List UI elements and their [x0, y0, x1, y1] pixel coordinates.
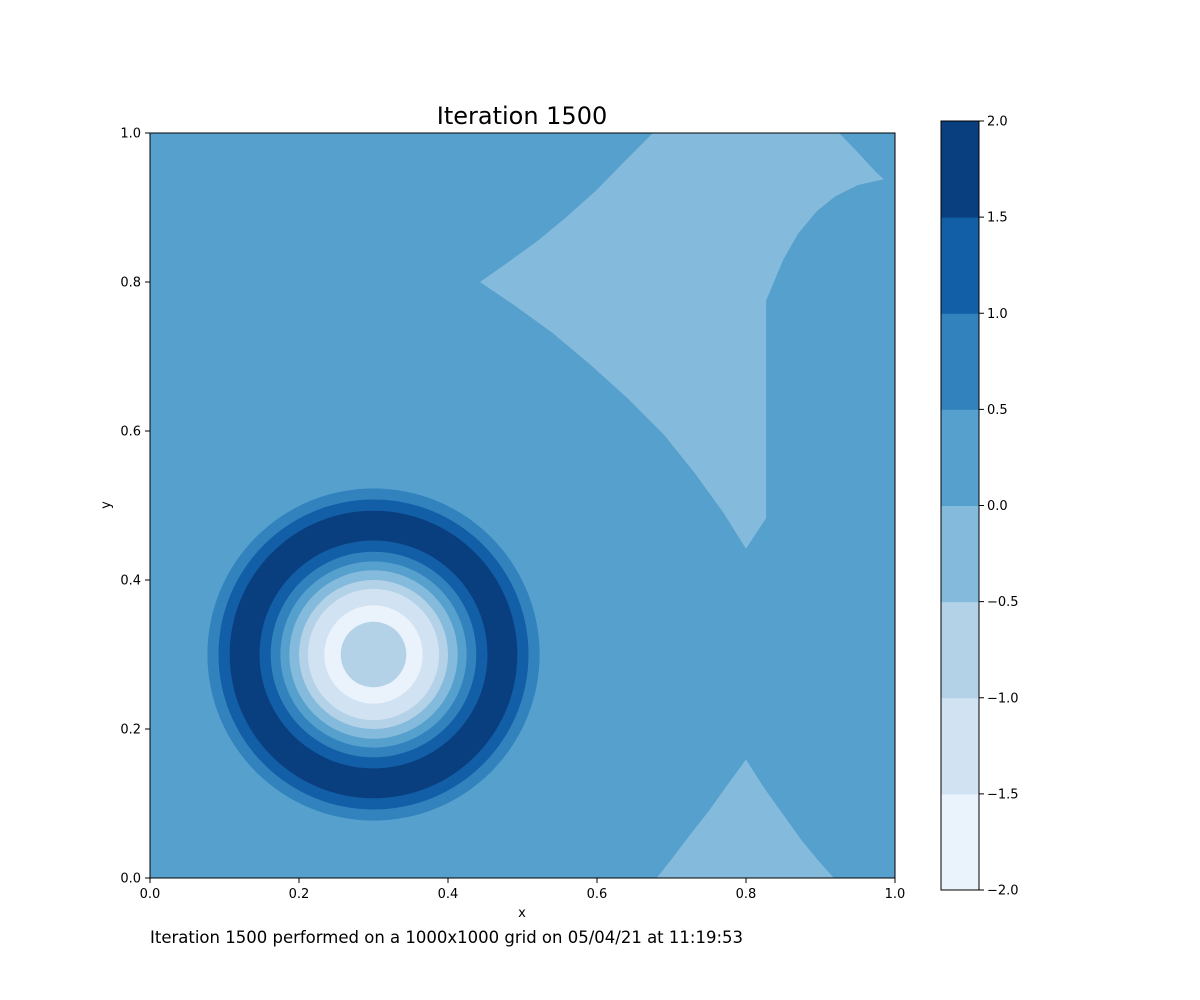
footnote-caption: Iteration 1500 performed on a 1000x1000 …	[150, 928, 744, 947]
plot-frame	[149, 132, 896, 879]
colorbar-segment	[941, 217, 979, 314]
y-tick-label: 0.8	[120, 276, 141, 291]
y-tick-label: 0.2	[120, 723, 141, 738]
colorbar-segment	[941, 121, 979, 218]
y-axis-label: y	[99, 501, 114, 509]
colorbar-tick-label: 2.0	[987, 115, 1008, 130]
chart-title: Iteration 1500	[437, 102, 608, 130]
colorbar-segment	[941, 697, 979, 795]
x-axis-label: x	[518, 906, 526, 921]
colorbar-tick-label: −2.0	[987, 884, 1019, 899]
colorbar-tick-label: −1.0	[987, 691, 1019, 706]
y-tick-label: 1.0	[120, 127, 141, 142]
ring-band-11	[340, 621, 407, 688]
x-axis-ticks: 0.0 0.2 0.4 0.6 0.8 1.0	[140, 878, 906, 902]
colorbar-segment	[941, 505, 979, 603]
colorbar-segment	[941, 313, 979, 410]
colorbar-tick-label: 1.0	[987, 307, 1008, 322]
x-tick-label: 0.2	[289, 887, 310, 902]
colorbar-tick-label: −0.5	[987, 595, 1019, 610]
colorbar-tick-label: −1.5	[987, 787, 1019, 802]
colorbar-tick-label: 0.0	[987, 499, 1008, 514]
x-tick-label: 0.4	[438, 887, 459, 902]
colorbar-segment	[941, 793, 979, 891]
wave-region-1	[480, 133, 884, 549]
plot-area	[150, 133, 895, 878]
colorbar-tick-label: 0.5	[987, 403, 1008, 418]
wave-region-2	[656, 759, 834, 878]
colorbar-tick-label: 1.5	[987, 211, 1008, 226]
ring-feature	[207, 488, 540, 821]
y-axis-ticks: 0.0 0.2 0.4 0.6 0.8 1.0	[120, 127, 150, 887]
y-tick-label: 0.4	[120, 574, 141, 589]
x-tick-label: 0.0	[140, 887, 161, 902]
y-tick-label: 0.6	[120, 425, 141, 440]
colorbar: −2.0 −1.5 −1.0 −0.5 0.0 0.5 1.0 1.5 2.0	[940, 115, 1019, 899]
colorbar-segment	[941, 409, 979, 506]
x-tick-label: 0.6	[587, 887, 608, 902]
colorbar-segment	[941, 601, 979, 699]
x-tick-label: 1.0	[885, 887, 906, 902]
wave-regions	[480, 133, 884, 878]
y-tick-label: 0.0	[120, 872, 141, 887]
x-tick-label: 0.8	[736, 887, 757, 902]
